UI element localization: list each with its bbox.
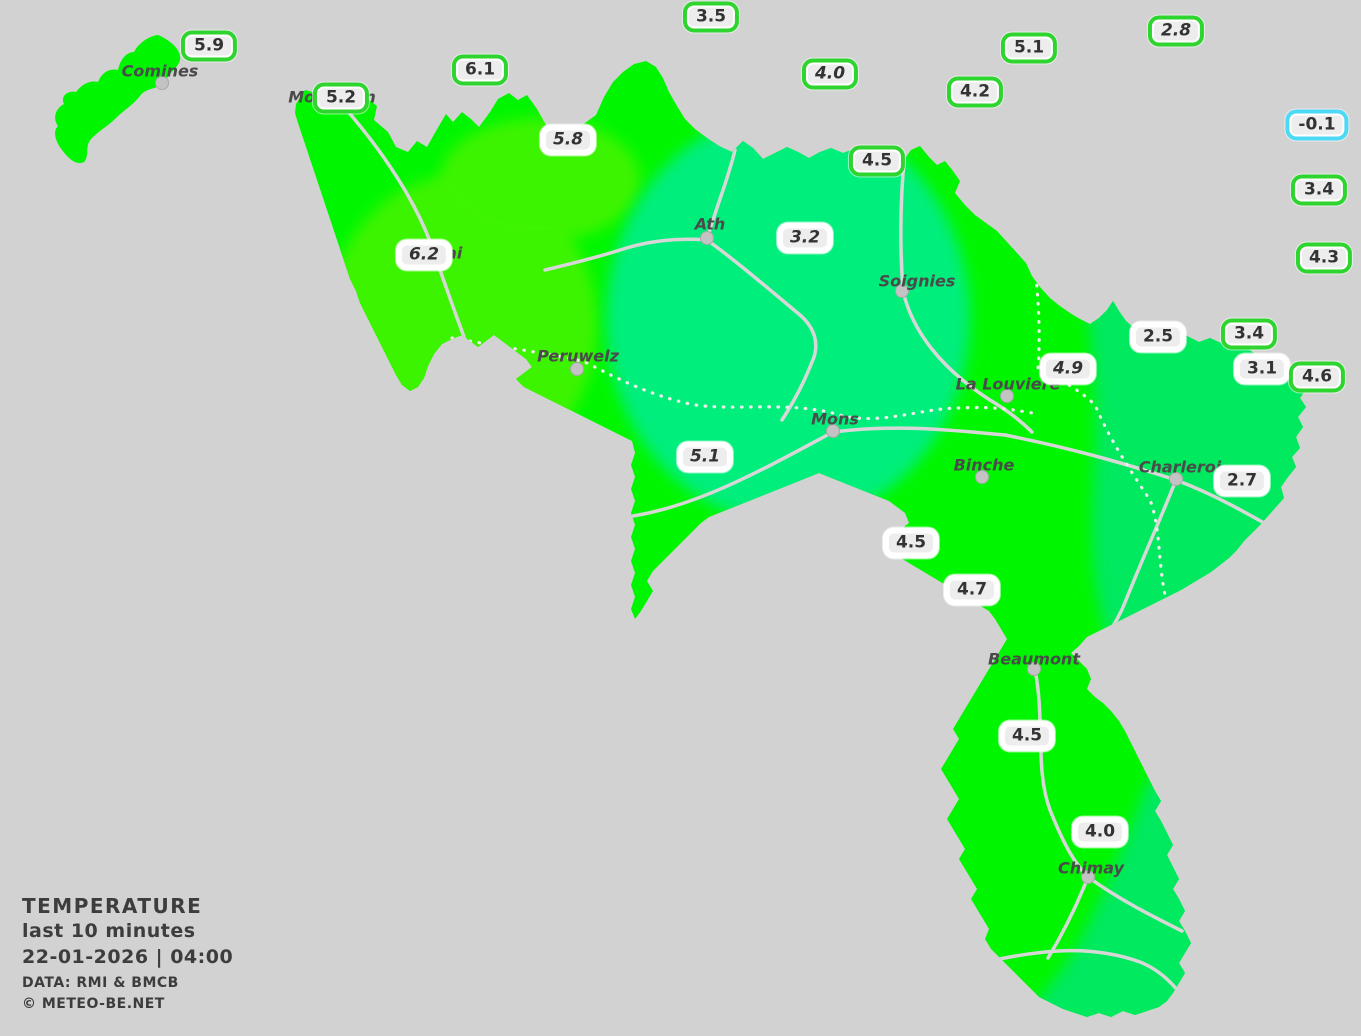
temperature-badge: 6.2 [395, 239, 453, 271]
city-label: La Louviere [955, 374, 1061, 394]
temperature-badge: 5.1 [1000, 32, 1058, 64]
city-label: Charleroi [1138, 457, 1222, 477]
temperature-badge: 4.2 [946, 76, 1004, 108]
comines-exclave-shape [55, 35, 181, 164]
city-label: Beaumont [988, 649, 1080, 669]
map-copyright: © METEO-BE.NET [22, 996, 165, 1012]
temperature-badge: 4.0 [1071, 816, 1129, 848]
temperature-badge: 4.0 [801, 58, 859, 90]
city-dot [700, 231, 714, 245]
temperature-badge: 3.5 [682, 1, 740, 33]
temperature-badge: 2.8 [1147, 15, 1205, 47]
map-title: TEMPERATURE [22, 894, 203, 918]
temperature-badge: 4.5 [848, 145, 906, 177]
temperature-badge: 4.9 [1039, 353, 1097, 385]
city-dot [975, 470, 989, 484]
temperature-badge: 2.7 [1213, 465, 1271, 497]
city-label: Mons [811, 409, 859, 429]
map-datetime: 22-01-2026 | 04:00 [22, 946, 234, 968]
city-label: Peruwelz [537, 346, 619, 366]
city-label: Soignies [878, 271, 956, 291]
temperature-zones [327, 106, 1306, 1017]
city-dot [826, 424, 840, 438]
city-dot [155, 76, 169, 90]
temperature-badge: 4.3 [1295, 242, 1353, 274]
map-subtitle: last 10 minutes [22, 920, 196, 942]
city-dot [1081, 870, 1095, 884]
temperature-badge: 5.1 [676, 441, 734, 473]
temperature-badge: 5.8 [539, 124, 597, 156]
city-dot [570, 362, 584, 376]
city-label: Chimay [1057, 858, 1125, 878]
city-label: Ath [694, 214, 726, 234]
temperature-badge: 3.2 [776, 222, 834, 254]
city-dot [1000, 389, 1014, 403]
city-dot [1169, 472, 1183, 486]
map-data-source: DATA: RMI & BMCB [22, 975, 179, 991]
temperature-badge: 4.7 [943, 574, 1001, 606]
temperature-badge: 4.5 [998, 720, 1056, 752]
temperature-badge: 5.9 [180, 30, 238, 62]
dotted-boundary [450, 238, 1167, 597]
title-block: TEMPERATURE last 10 minutes 22-01-2026 |… [22, 894, 233, 1014]
temperature-badge: 3.1 [1233, 353, 1291, 385]
temperature-badge: -0.1 [1285, 109, 1349, 141]
temperature-badge: 2.5 [1129, 321, 1187, 353]
temperature-badge: 5.2 [312, 82, 370, 114]
temperature-badge: 3.4 [1220, 318, 1278, 350]
city-dot [1027, 662, 1041, 676]
temperature-badge: 3.4 [1290, 174, 1348, 206]
temperature-badge: 4.5 [882, 527, 940, 559]
temperature-badge: 6.1 [451, 54, 509, 86]
city-label: Binche [953, 455, 1015, 475]
temperature-badge: 4.6 [1288, 361, 1346, 393]
city-label: Comines [121, 61, 199, 81]
city-dot [895, 284, 909, 298]
